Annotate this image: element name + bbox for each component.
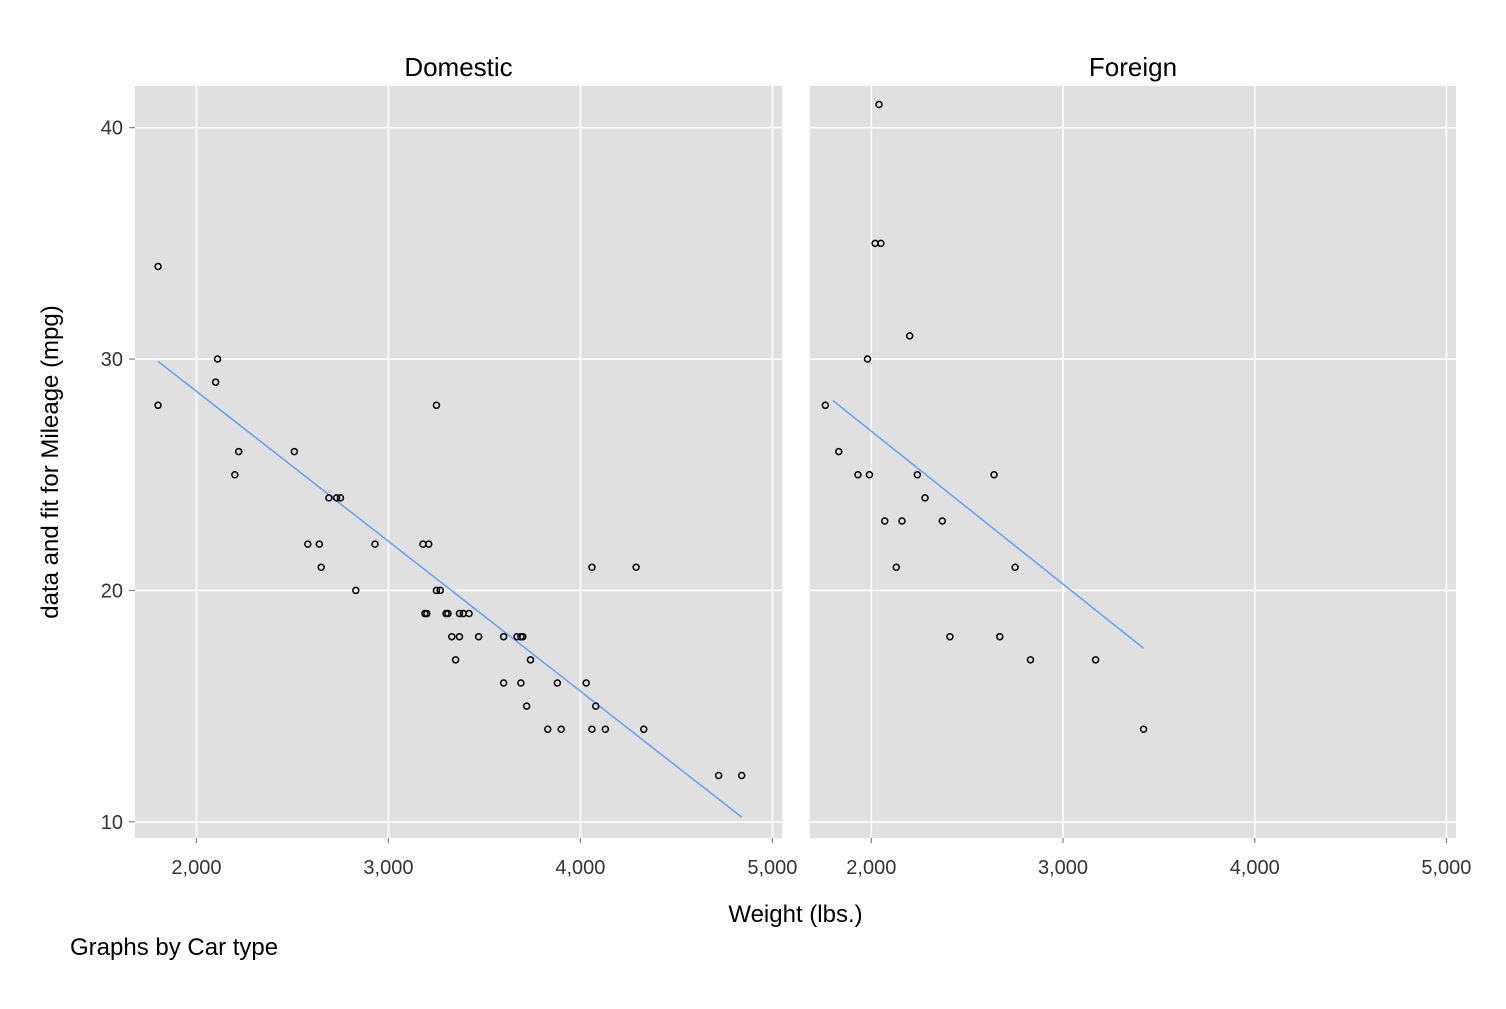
scatter-point xyxy=(1091,656,1100,664)
scatter-point xyxy=(211,378,220,386)
scatter-point xyxy=(921,494,929,502)
x-axis-label: Weight (lbs.) xyxy=(728,901,862,928)
scatter-point xyxy=(938,517,947,525)
scatter-point xyxy=(913,470,922,479)
y-tick-label: 40 xyxy=(101,118,123,140)
scatter-point xyxy=(865,470,874,479)
scatter-point xyxy=(737,771,746,780)
scatter-point xyxy=(290,447,299,456)
scatter-point xyxy=(821,401,830,410)
x-tick-label: 4,000 xyxy=(1230,857,1280,879)
scatter-point xyxy=(517,679,525,687)
graph-note: Graphs by Car type xyxy=(70,934,278,961)
scatter-point xyxy=(1011,563,1019,572)
scatter-point xyxy=(317,563,325,572)
scatter-point xyxy=(432,401,441,410)
x-tick-label: 3,000 xyxy=(1038,857,1088,879)
scatter-point xyxy=(1026,656,1035,664)
scatter-point xyxy=(854,470,862,479)
scatter-point xyxy=(432,586,441,595)
scatter-point xyxy=(946,632,954,641)
scatter-point xyxy=(553,679,562,687)
panel-title: Domestic xyxy=(404,52,512,82)
scatter-point xyxy=(640,725,648,733)
panel-title: Foreign xyxy=(1089,52,1177,82)
scatter-point xyxy=(557,725,565,733)
scatter-point xyxy=(588,563,596,572)
scatter-point xyxy=(352,586,360,595)
scatter-point xyxy=(474,632,483,641)
scatter-point xyxy=(582,679,590,687)
y-tick-label: 30 xyxy=(101,349,123,371)
x-tick-label: 3,000 xyxy=(363,857,413,879)
scatter-point xyxy=(519,632,527,641)
scatter-point xyxy=(875,100,883,109)
scatter-point xyxy=(499,679,508,687)
scatter-point xyxy=(325,494,333,502)
scatter-point xyxy=(436,586,445,595)
scatter-point xyxy=(588,725,596,733)
scatter-point xyxy=(315,540,324,548)
scatter-point xyxy=(371,540,379,548)
x-tick-label: 2,000 xyxy=(171,857,221,879)
scatter-point xyxy=(444,609,452,618)
scatter-point xyxy=(234,447,243,456)
scatter-point xyxy=(423,609,431,618)
scatter-point xyxy=(863,355,872,363)
scatter-point xyxy=(465,609,473,618)
x-tick-label: 4,000 xyxy=(555,857,605,879)
scatter-point xyxy=(154,401,162,410)
fit-line xyxy=(832,400,1145,649)
scatter-point xyxy=(892,563,901,572)
scatter-point xyxy=(424,540,433,548)
y-tick-label: 10 xyxy=(101,812,123,834)
y-tick-label: 20 xyxy=(101,580,123,602)
scatter-point xyxy=(632,563,640,572)
scatter-point xyxy=(990,470,998,479)
scatter-point xyxy=(714,771,723,780)
scatter-point xyxy=(213,355,222,363)
scatter-point xyxy=(304,540,312,548)
scatter-point xyxy=(455,632,464,641)
fit-line xyxy=(157,360,743,818)
scatter-point xyxy=(451,656,460,664)
scatter-point xyxy=(1139,725,1148,733)
scatter-point xyxy=(499,632,508,641)
scatter-point xyxy=(905,332,914,340)
scatter-point xyxy=(898,517,906,525)
x-tick-label: 5,000 xyxy=(1421,857,1471,879)
scatter-point xyxy=(522,702,531,710)
scatter-point xyxy=(881,517,889,525)
scatter-point xyxy=(231,470,239,479)
x-tick-label: 5,000 xyxy=(747,857,797,879)
scatter-point xyxy=(154,262,162,271)
y-axis-label: data and fit for Mileage (mpg) xyxy=(37,305,64,619)
panel-background xyxy=(135,86,782,838)
scatter-point xyxy=(996,632,1004,641)
scatter-point xyxy=(448,632,456,641)
scatter-point xyxy=(592,702,600,710)
x-tick-label: 2,000 xyxy=(846,857,896,879)
scatter-point xyxy=(544,725,552,733)
scatter-point xyxy=(835,447,843,456)
scatter-point xyxy=(601,725,610,733)
scatter-point xyxy=(526,656,535,664)
panel-background xyxy=(810,86,1456,838)
scatter-point xyxy=(336,494,345,502)
scatter-point xyxy=(455,609,464,618)
scatter-point xyxy=(332,494,341,502)
scatter-point xyxy=(877,239,885,248)
